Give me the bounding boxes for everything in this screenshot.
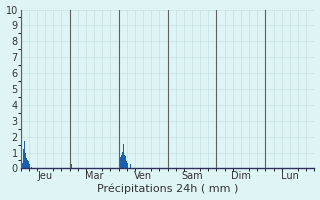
Bar [29, 164, 30, 168]
Bar [27, 160, 28, 168]
Bar [127, 163, 128, 168]
Bar [31, 167, 32, 168]
Bar [120, 157, 121, 168]
Bar [26, 158, 27, 168]
Bar [122, 152, 123, 168]
Bar [130, 164, 131, 168]
Bar [123, 144, 124, 168]
Bar [22, 163, 23, 168]
Bar [125, 156, 126, 168]
Bar [28, 161, 29, 168]
X-axis label: Précipitations 24h ( mm ): Précipitations 24h ( mm ) [97, 184, 238, 194]
Bar [124, 155, 125, 168]
Bar [121, 155, 122, 168]
Bar [24, 141, 25, 168]
Bar [71, 164, 72, 168]
Bar [25, 153, 26, 168]
Bar [23, 149, 24, 168]
Bar [126, 161, 127, 168]
